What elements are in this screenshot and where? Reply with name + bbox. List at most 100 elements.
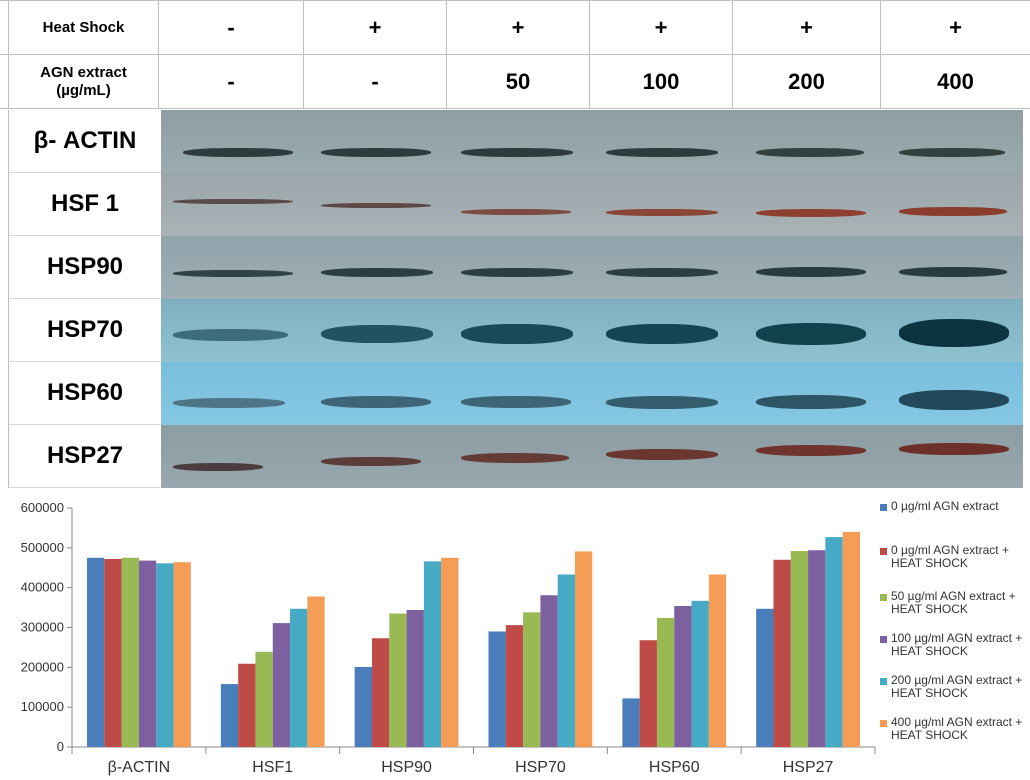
bar (389, 613, 407, 747)
legend-swatch (880, 636, 887, 643)
blot-band (756, 267, 866, 277)
bar (575, 551, 593, 747)
blot-row-hsp60: HSP60 (0, 362, 1030, 425)
blot-strip (161, 173, 1023, 236)
legend-label: 0 µg/ml AGN extract (891, 499, 999, 513)
legend-swatch (880, 594, 887, 601)
legend-item: 50 µg/ml AGN extract + HEAT SHOCK (880, 590, 1029, 616)
legend-swatch (880, 548, 887, 555)
bar (708, 574, 727, 747)
y-tick-label: 300000 (21, 620, 64, 635)
blot-band (756, 395, 866, 409)
blot-label: HSP27 (8, 425, 161, 488)
blot-band (756, 323, 866, 345)
blot-row-hsp70: HSP70 (0, 299, 1030, 362)
bar (173, 562, 191, 747)
blot-band (321, 396, 431, 408)
blot-band (173, 270, 293, 277)
bar (354, 666, 372, 747)
blot-band (461, 209, 571, 215)
blot-band (756, 209, 866, 217)
blot-band (461, 148, 573, 157)
blot-label: HSP60 (8, 362, 161, 425)
blot-band (321, 457, 421, 466)
agn-extract-value: - (158, 55, 303, 108)
bar (488, 631, 506, 747)
bar (423, 561, 442, 747)
bar (674, 605, 692, 747)
agn-extract-row: AGN extract (µg/mL) - - 50 100 200 400 (0, 54, 1030, 109)
western-blot-panel: β- ACTIN HSF 1 HSP90 (0, 110, 1030, 490)
blot-band (173, 398, 285, 408)
blot-label: β- ACTIN (8, 110, 161, 173)
bar (220, 684, 239, 747)
bar (138, 560, 157, 747)
legend-label: 400 µg/ml AGN extract + HEAT SHOCK (891, 715, 1023, 742)
bar (790, 551, 809, 747)
heat-shock-value: + (732, 1, 880, 54)
blot-band (606, 396, 718, 409)
y-tick-label: 200000 (21, 659, 64, 674)
legend-label: 50 µg/ml AGN extract + HEAT SHOCK (891, 589, 1016, 616)
blot-band (606, 209, 718, 216)
bar (121, 557, 139, 747)
blot-band (899, 207, 1007, 216)
blot-band (899, 443, 1009, 455)
y-tick-label: 400000 (21, 580, 64, 595)
heat-shock-value: + (446, 1, 589, 54)
agn-extract-value: 50 (446, 55, 589, 108)
heat-shock-value: - (158, 1, 303, 54)
x-tick-label: HSP70 (515, 759, 566, 776)
blot-band (756, 445, 866, 456)
bar (842, 531, 860, 747)
bar-chart-svg: 0 100000 200000 300000 400000 500000 600000 β-A… (21, 500, 876, 776)
blot-band (461, 324, 573, 344)
bar (540, 595, 558, 747)
bar (505, 625, 524, 747)
blot-band (321, 203, 431, 208)
x-tick-label: HSP60 (649, 759, 700, 776)
blot-strip (161, 110, 1023, 173)
bar (691, 600, 709, 747)
x-tick-label: β-ACTIN (108, 759, 171, 776)
blot-header-table: Heat Shock - + + + + + AGN extract (µg/m… (0, 0, 1030, 110)
x-tick-label: HSP90 (381, 759, 432, 776)
blot-band (899, 390, 1009, 410)
blot-band (606, 148, 718, 157)
blot-label: HSP90 (8, 236, 161, 299)
blot-band (461, 453, 569, 463)
heat-shock-value: + (303, 1, 446, 54)
agn-extract-value: 200 (732, 55, 880, 108)
agn-extract-value: 400 (880, 55, 1030, 108)
legend-label: 0 µg/ml AGN extract + HEAT SHOCK (891, 543, 1009, 570)
bar (371, 638, 390, 747)
y-tick-label: 0 (57, 739, 64, 754)
legend-item: 200 µg/ml AGN extract + HEAT SHOCK (880, 674, 1029, 700)
bar (825, 537, 843, 747)
heat-shock-value: + (589, 1, 732, 54)
legend-label: 100 µg/ml AGN extract + HEAT SHOCK (891, 631, 1023, 658)
blot-row-hsp90: HSP90 (0, 236, 1030, 299)
legend-swatch (880, 678, 887, 685)
bar (441, 557, 459, 747)
blot-row-hsp27: HSP27 (0, 425, 1030, 488)
bar (87, 557, 105, 747)
y-tick-label: 100000 (21, 699, 64, 714)
agn-extract-label: AGN extract (µg/mL) (8, 55, 158, 108)
blot-band (899, 148, 1005, 157)
bar (773, 559, 791, 747)
blot-band (606, 268, 718, 277)
blot-band (899, 319, 1009, 347)
bar (104, 558, 122, 747)
bar (406, 609, 424, 747)
x-tick-label: HSP27 (783, 759, 834, 776)
bar (290, 608, 308, 747)
legend-item: 0 µg/ml AGN extract + HEAT SHOCK (880, 544, 1029, 570)
blot-band (606, 449, 718, 460)
blot-band (461, 396, 571, 408)
blot-label: HSP70 (8, 299, 161, 362)
agn-extract-value: - (303, 55, 446, 108)
blot-band (173, 329, 288, 341)
blot-row-hsf1: HSF 1 (0, 173, 1030, 236)
bar (156, 563, 174, 747)
